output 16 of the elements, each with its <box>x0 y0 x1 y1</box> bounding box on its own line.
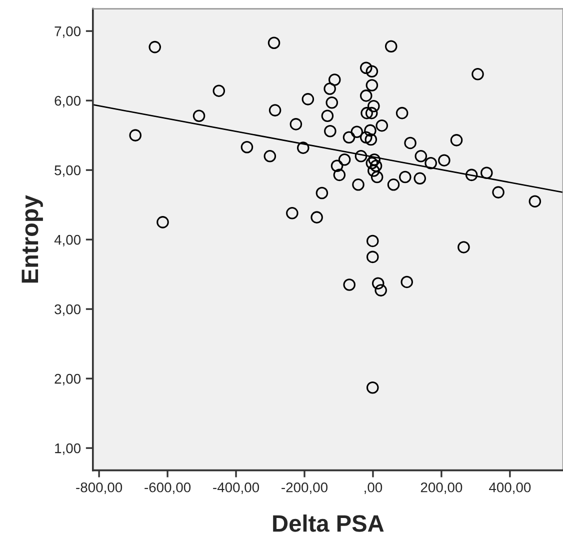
y-tick-label: 6,00 <box>54 96 81 108</box>
x-tick-label: -400,00 <box>213 482 260 494</box>
x-tick-label: -600,00 <box>144 482 191 494</box>
y-tick-label: 7,00 <box>54 26 81 38</box>
x-tick-label: ,00 <box>364 482 382 494</box>
y-tick-label: 2,00 <box>54 374 81 386</box>
x-tick-label: 200,00 <box>420 482 462 494</box>
x-tick-label: -200,00 <box>282 482 328 494</box>
y-tick-label: 5,00 <box>54 165 81 177</box>
y-tick-label: 4,00 <box>54 234 81 246</box>
y-axis-title: Entropy <box>22 195 43 283</box>
y-tick-label: 3,00 <box>54 304 81 316</box>
x-axis-title: Delta PSA <box>273 514 384 532</box>
x-tick-label: 400,00 <box>489 482 531 494</box>
y-tick-label: 1,00 <box>55 443 81 455</box>
x-tick-label: -800,00 <box>76 482 122 494</box>
